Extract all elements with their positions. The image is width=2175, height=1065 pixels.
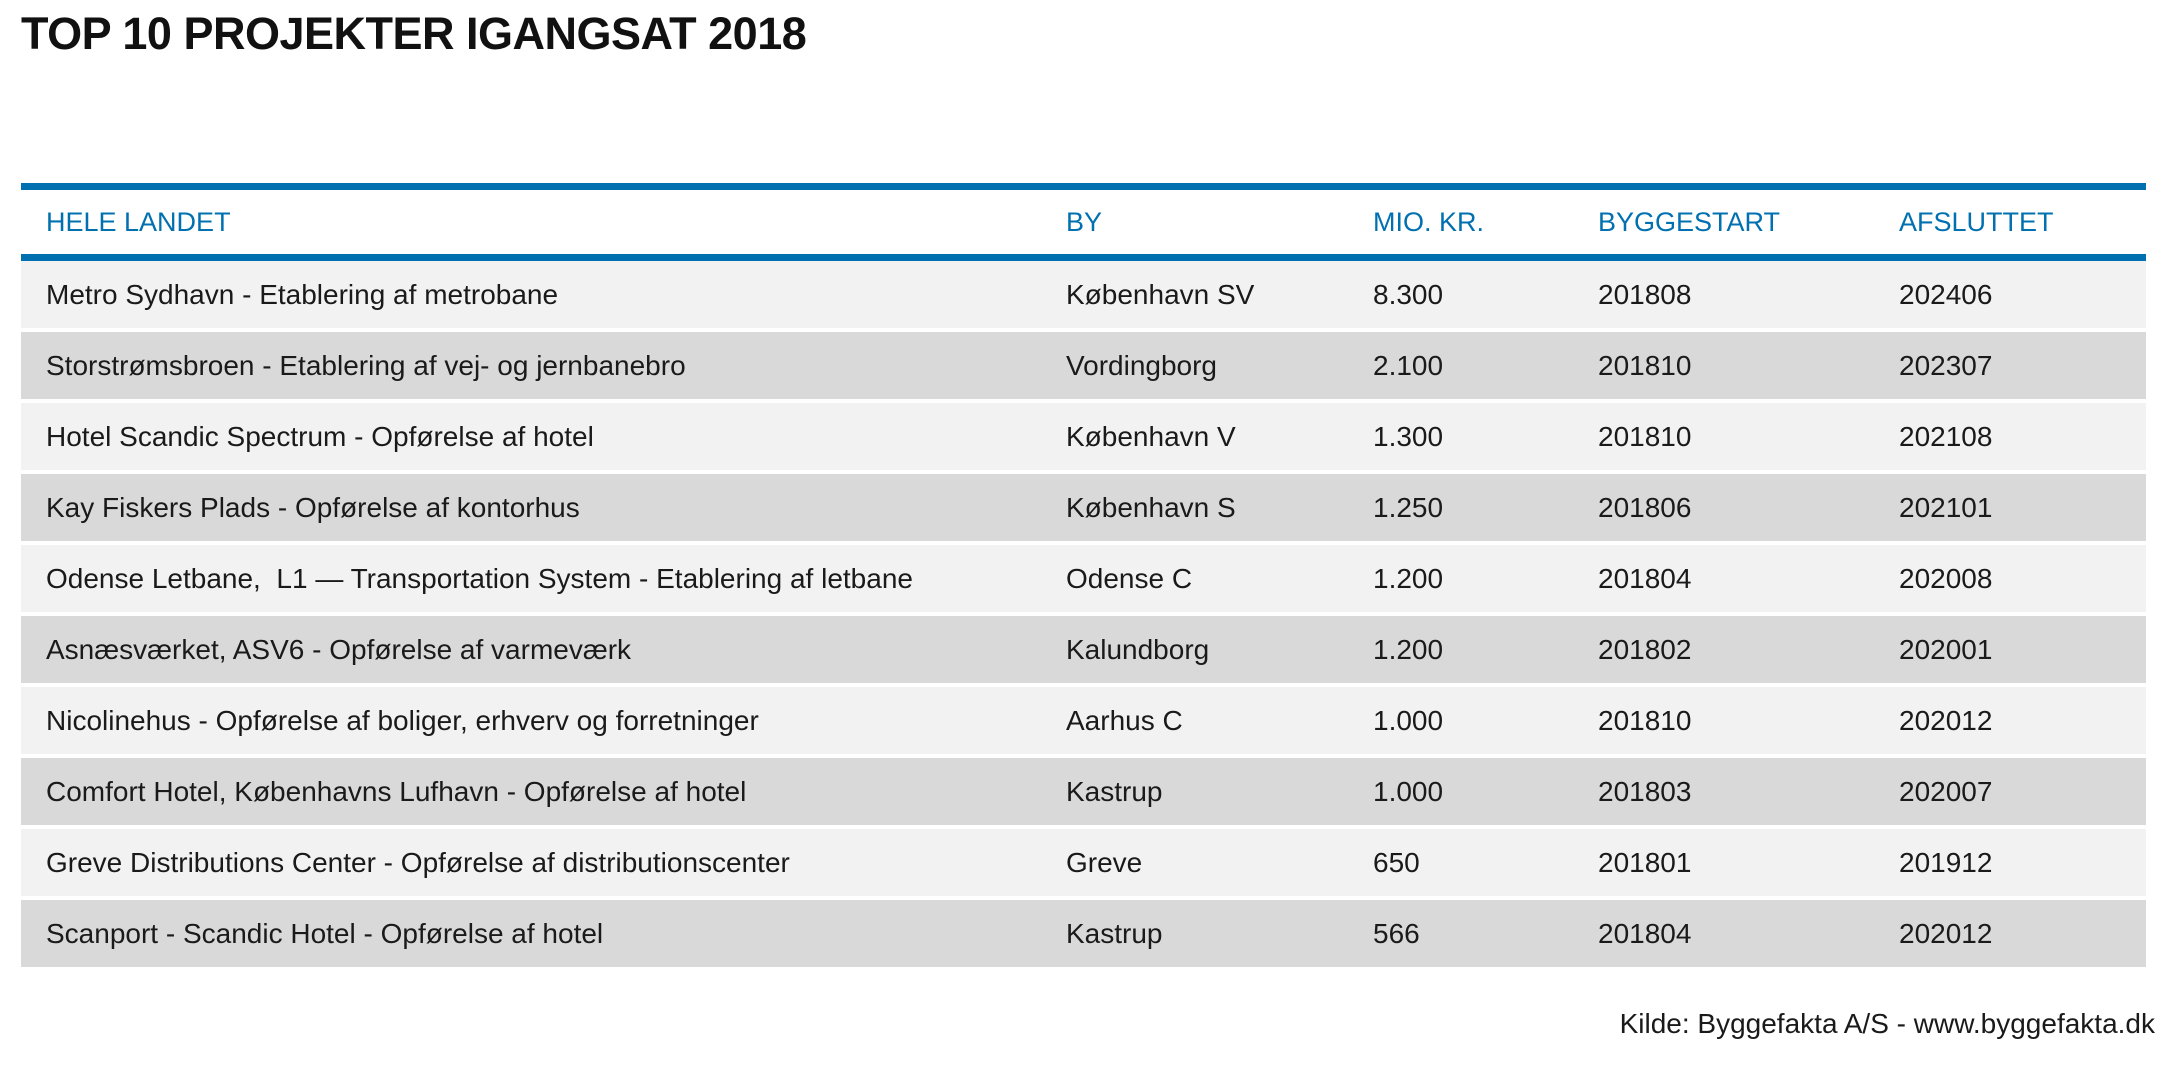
cell-city: Odense C bbox=[1066, 563, 1193, 594]
cell-end: 202007 bbox=[1899, 776, 1993, 807]
cell-end: 202101 bbox=[1899, 492, 1993, 523]
projects-table: HELE LANDET BY MIO. KR. BYGGESTART AFSLU… bbox=[21, 183, 2146, 971]
header-city: BY bbox=[1066, 207, 1103, 237]
header-start: BYGGESTART bbox=[1598, 207, 1781, 237]
cell-start: 201810 bbox=[1598, 350, 1692, 381]
cell-amount: 2.100 bbox=[1373, 350, 1444, 381]
table-row: Odense Letbane, L1 — Transportation Syst… bbox=[21, 545, 2146, 612]
cell-city: København V bbox=[1066, 421, 1236, 452]
cell-end: 202008 bbox=[1899, 563, 1993, 594]
header-end: AFSLUTTET bbox=[1899, 207, 2054, 237]
cell-end: 202012 bbox=[1899, 918, 1993, 949]
cell-project: Nicolinehus - Opførelse af boliger, erhv… bbox=[46, 705, 759, 736]
cell-project: Scanport - Scandic Hotel - Opførelse af … bbox=[46, 918, 604, 949]
table-row: Scanport - Scandic Hotel - Opførelse af … bbox=[21, 900, 2146, 967]
table-row: Metro Sydhavn - Etablering af metrobane K… bbox=[21, 261, 2146, 328]
cell-start: 201808 bbox=[1598, 279, 1692, 310]
cell-project: Comfort Hotel, Københavns Lufhavn - Opfø… bbox=[46, 776, 747, 807]
cell-project: Hotel Scandic Spectrum - Opførelse af ho… bbox=[46, 421, 594, 452]
cell-city: Kalundborg bbox=[1066, 634, 1210, 665]
table-header-rule bbox=[21, 254, 2146, 261]
cell-end: 202012 bbox=[1899, 705, 1993, 736]
cell-start: 201810 bbox=[1598, 421, 1692, 452]
table-top-rule bbox=[21, 183, 2146, 190]
table-body: Metro Sydhavn - Etablering af metrobane K… bbox=[21, 261, 2146, 967]
cell-project: Metro Sydhavn - Etablering af metrobane bbox=[46, 279, 559, 310]
cell-project: Storstrømsbroen - Etablering af vej- og … bbox=[46, 350, 686, 381]
cell-amount: 650 bbox=[1373, 847, 1420, 878]
cell-start: 201804 bbox=[1598, 918, 1692, 949]
cell-city: Kastrup bbox=[1066, 918, 1163, 949]
cell-start: 201804 bbox=[1598, 563, 1692, 594]
cell-amount: 566 bbox=[1373, 918, 1420, 949]
table-row: Nicolinehus - Opførelse af boliger, erhv… bbox=[21, 687, 2146, 754]
cell-city: Vordingborg bbox=[1066, 350, 1218, 381]
table-row: Storstrømsbroen - Etablering af vej- og … bbox=[21, 332, 2146, 399]
cell-project: Kay Fiskers Plads - Opførelse af kontorh… bbox=[46, 492, 580, 523]
cell-start: 201810 bbox=[1598, 705, 1692, 736]
table-header-row: HELE LANDET BY MIO. KR. BYGGESTART AFSLU… bbox=[21, 190, 2146, 254]
cell-amount: 1.200 bbox=[1373, 563, 1444, 594]
cell-project: Greve Distributions Center - Opførelse a… bbox=[46, 847, 790, 878]
cell-city: Kastrup bbox=[1066, 776, 1163, 807]
table-row: Comfort Hotel, Københavns Lufhavn - Opfø… bbox=[21, 758, 2146, 825]
cell-end: 201912 bbox=[1899, 847, 1993, 878]
cell-end: 202307 bbox=[1899, 350, 1993, 381]
cell-start: 201802 bbox=[1598, 634, 1692, 665]
cell-end: 202406 bbox=[1899, 279, 1993, 310]
header-amount: MIO. KR. bbox=[1373, 207, 1485, 237]
cell-end: 202001 bbox=[1899, 634, 1993, 665]
table-row: Greve Distributions Center - Opførelse a… bbox=[21, 829, 2146, 896]
source-note: Kilde: Byggefakta A/S - www.byggefakta.d… bbox=[1619, 1008, 2155, 1039]
cell-project: Asnæsværket, ASV6 - Opførelse af varmevæ… bbox=[46, 634, 632, 665]
cell-amount: 1.250 bbox=[1373, 492, 1444, 523]
cell-amount: 1.000 bbox=[1373, 776, 1444, 807]
cell-start: 201801 bbox=[1598, 847, 1692, 878]
cell-city: København S bbox=[1066, 492, 1236, 523]
cell-amount: 1.300 bbox=[1373, 421, 1444, 452]
table-row: Kay Fiskers Plads - Opførelse af kontorh… bbox=[21, 474, 2146, 541]
cell-amount: 8.300 bbox=[1373, 279, 1444, 310]
table-row: Asnæsværket, ASV6 - Opførelse af varmevæ… bbox=[21, 616, 2146, 683]
cell-amount: 1.000 bbox=[1373, 705, 1444, 736]
cell-city: Aarhus C bbox=[1066, 705, 1183, 736]
cell-start: 201803 bbox=[1598, 776, 1692, 807]
cell-amount: 1.200 bbox=[1373, 634, 1444, 665]
cell-start: 201806 bbox=[1598, 492, 1692, 523]
table-row: Hotel Scandic Spectrum - Opførelse af ho… bbox=[21, 403, 2146, 470]
cell-end: 202108 bbox=[1899, 421, 1993, 452]
header-project: HELE LANDET bbox=[46, 207, 231, 237]
cell-city: København SV bbox=[1066, 279, 1255, 310]
page-title: TOP 10 PROJEKTER IGANGSAT 2018 bbox=[21, 8, 807, 59]
cell-project: Odense Letbane, L1 — Transportation Syst… bbox=[46, 563, 913, 594]
cell-city: Greve bbox=[1066, 847, 1143, 878]
